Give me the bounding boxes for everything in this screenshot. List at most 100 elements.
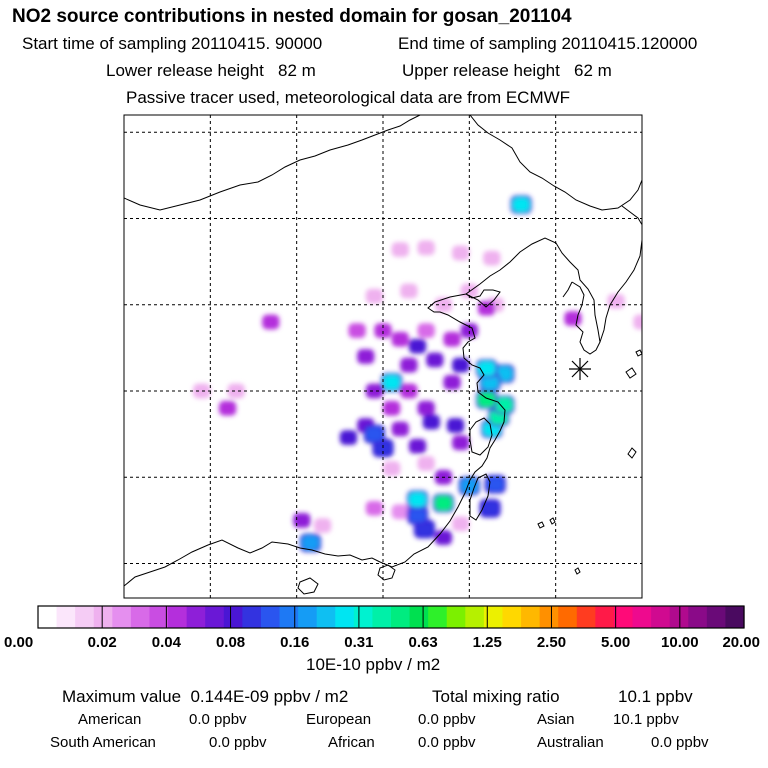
heat-cell	[443, 331, 461, 347]
colorbar-frame	[37, 605, 745, 629]
heat-cell	[365, 500, 383, 516]
south-american-value: 0.0 ppbv	[209, 734, 267, 751]
colorbar-swatch	[539, 606, 559, 628]
heat-cell	[481, 375, 499, 390]
colorbar-swatch	[316, 606, 336, 628]
heat-cell	[452, 435, 470, 451]
heat-cell	[633, 314, 642, 330]
heat-cell	[408, 492, 427, 508]
south-american-label: South American	[50, 734, 156, 751]
upper-height-label: Upper release height 62 m	[402, 61, 612, 80]
heat-cell	[227, 383, 245, 399]
colorbar-swatch	[372, 606, 392, 628]
colorbar-swatch	[725, 606, 745, 628]
colorbar-swatch	[205, 606, 225, 628]
heat-cell	[301, 535, 320, 551]
heat-cell	[417, 323, 435, 338]
heat-cell	[313, 518, 332, 533]
heat-cell	[417, 240, 435, 256]
colorbar-tick-label: 0.08	[216, 634, 245, 651]
colorbar-swatch	[353, 606, 374, 628]
heat-cell	[415, 521, 434, 537]
heat-cell	[339, 430, 358, 445]
colorbar-tick-label: 0.00	[4, 634, 33, 651]
colorbar-swatch	[483, 606, 504, 628]
colorbar-swatch	[279, 606, 299, 628]
colorbar-swatch	[595, 606, 615, 628]
heat-cell	[512, 197, 530, 213]
colorbar-swatch	[260, 606, 281, 628]
colorbar-swatch	[186, 606, 206, 628]
colorbar-swatch	[502, 606, 522, 628]
colorbar-unit-label: 10E-10 ppbv / m2	[306, 655, 441, 674]
colorbar-swatch	[446, 606, 466, 628]
colorbar-swatch	[38, 606, 58, 628]
map-frame	[123, 114, 643, 599]
colorbar-swatch	[651, 606, 671, 628]
colorbar-swatch	[409, 606, 429, 628]
colorbar-swatch	[669, 606, 689, 628]
chart-title: NO2 source contributions in nested domai…	[12, 6, 572, 27]
colorbar-tick-label: 5.00	[601, 634, 630, 651]
heat-cell	[293, 513, 311, 528]
colorbar-swatch	[130, 606, 151, 628]
colorbar-swatch	[112, 606, 132, 628]
heat-cell	[452, 516, 470, 532]
heat-cell	[408, 507, 427, 523]
heat-cell	[391, 504, 409, 520]
colorbar-tick-label: 1.25	[473, 634, 502, 651]
total-mixing-value: 10.1 ppbv	[618, 687, 693, 706]
heat-cell	[391, 421, 409, 437]
total-mixing-label: Total mixing ratio	[432, 687, 560, 706]
colorbar-swatch	[558, 606, 578, 628]
heat-cell	[434, 495, 453, 511]
coastlines	[124, 115, 642, 595]
lower-height-label: Lower release height 82 m	[106, 61, 316, 80]
colorbar-swatch	[632, 606, 652, 628]
heat-cell	[400, 357, 418, 373]
australian-label: Australian	[537, 734, 604, 751]
heat-cell	[383, 375, 401, 390]
colorbar-tick-label: 10.00	[661, 634, 699, 651]
heat-cell	[383, 461, 401, 476]
european-label: European	[306, 711, 372, 728]
heat-cell	[426, 352, 444, 368]
heat-cell	[477, 392, 496, 407]
heat-cell	[374, 323, 392, 338]
colorbar-swatch	[149, 606, 169, 628]
colorbar-swatch	[75, 606, 95, 628]
heat-cell	[417, 456, 435, 471]
colorbar-tick-label: 0.31	[344, 634, 373, 651]
colorbar-swatch	[335, 606, 355, 628]
start-time-label: Start time of sampling 20110415. 90000	[22, 34, 323, 53]
heat-cell	[218, 400, 237, 416]
receptor-marker	[569, 358, 591, 380]
heat-layer	[193, 195, 642, 553]
heat-cell	[443, 375, 461, 390]
colorbar-tick-labels: 0.00 0.02 0.04 0.08 0.16 0.31 0.63 1.25 2.50 5.00…	[4, 634, 760, 651]
asian-label: Asian	[537, 711, 575, 728]
colorbar-swatch	[298, 606, 318, 628]
colorbar-swatch	[93, 606, 113, 628]
colorbar-swatch	[428, 606, 448, 628]
heat-cell	[357, 349, 375, 364]
colorbar-swatch	[613, 606, 634, 628]
european-value: 0.0 ppbv	[418, 711, 476, 728]
colorbar-tick-label: 2.50	[537, 634, 566, 651]
colorbar-swatch	[465, 606, 485, 628]
heat-cell	[434, 530, 453, 545]
heat-cell	[365, 426, 383, 442]
heat-cell	[446, 418, 465, 433]
heat-cell	[391, 331, 409, 347]
colorbar-swatch	[706, 606, 727, 628]
heat-cell	[348, 323, 366, 338]
heat-cell	[193, 383, 211, 399]
max-value-label: Maximum value 0.144E-09 ppbv / m2	[62, 687, 349, 706]
colorbar-tick-label: 0.63	[408, 634, 437, 651]
heat-cell	[477, 300, 496, 316]
heat-cell	[495, 397, 513, 413]
heat-cell	[564, 311, 582, 326]
heat-cell	[422, 414, 440, 430]
colorbar-swatch	[223, 606, 243, 628]
